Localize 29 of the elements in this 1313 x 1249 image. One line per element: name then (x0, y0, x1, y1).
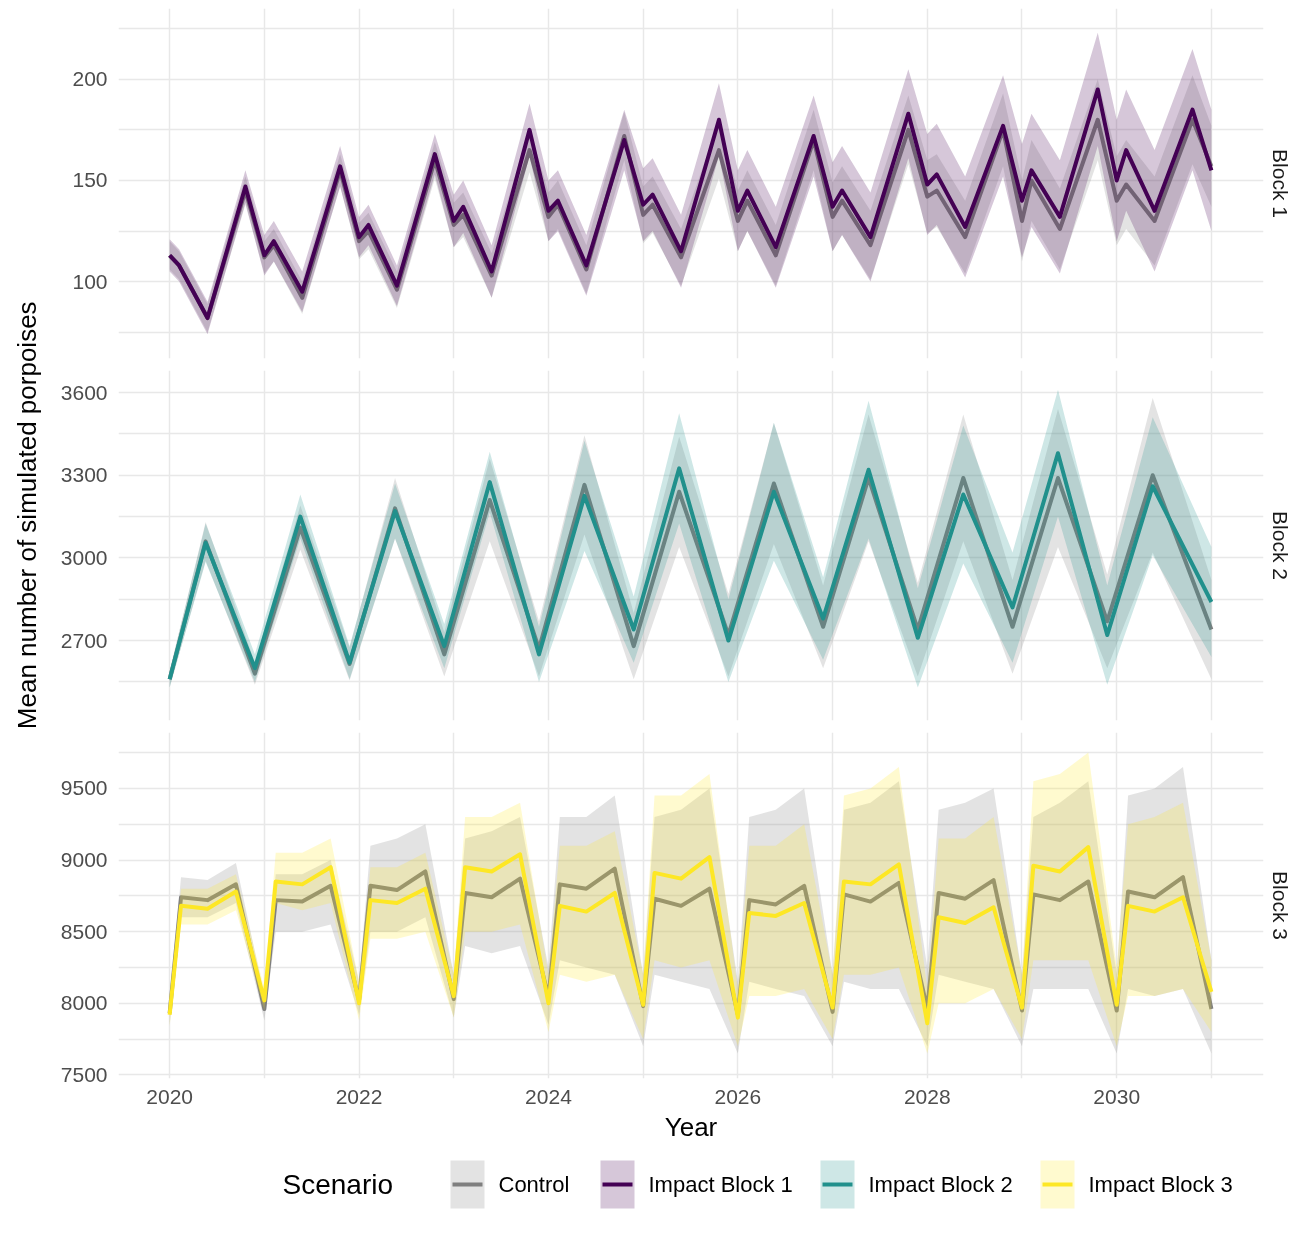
y-tick-label: 100 (72, 269, 108, 293)
y-tick-label: 200 (72, 67, 108, 91)
x-tick-label: 2022 (335, 1084, 383, 1108)
y-tick-label: 2700 (60, 628, 108, 652)
x-tick-label: 2030 (1093, 1084, 1141, 1108)
y-tick-label: 3300 (60, 463, 108, 487)
y-tick-label: 8500 (60, 919, 108, 943)
text: Block 2 (1268, 511, 1292, 580)
legend-label: Impact Block 2 (868, 1172, 1013, 1197)
text: Block 1 (1268, 149, 1292, 218)
x-tick-label: 2028 (903, 1084, 951, 1108)
y-tick-label: 3000 (60, 545, 108, 569)
legend-label: Impact Block 1 (648, 1172, 793, 1197)
y-tick-label: 9500 (60, 776, 108, 800)
legend-title: Scenario (282, 1169, 394, 1200)
y-tick-label: 7500 (60, 1062, 108, 1086)
x-axis-title: Year (664, 1111, 718, 1142)
legend-label: Impact Block 3 (1088, 1172, 1233, 1197)
legend-label: Control (498, 1172, 570, 1197)
y-axis-title: Mean number of simulated porpoises (11, 301, 42, 730)
y-tick-label: 3600 (60, 380, 108, 404)
line-series (167, 845, 1214, 1026)
y-tick-label: 8000 (60, 991, 108, 1015)
y-tick-label: 150 (72, 168, 108, 192)
x-tick-label: 2024 (525, 1084, 573, 1108)
text: Block 3 (1268, 871, 1292, 940)
y-tick-label: 9000 (60, 848, 108, 872)
x-tick-label: 2020 (146, 1084, 193, 1108)
x-tick-label: 2026 (714, 1084, 762, 1108)
